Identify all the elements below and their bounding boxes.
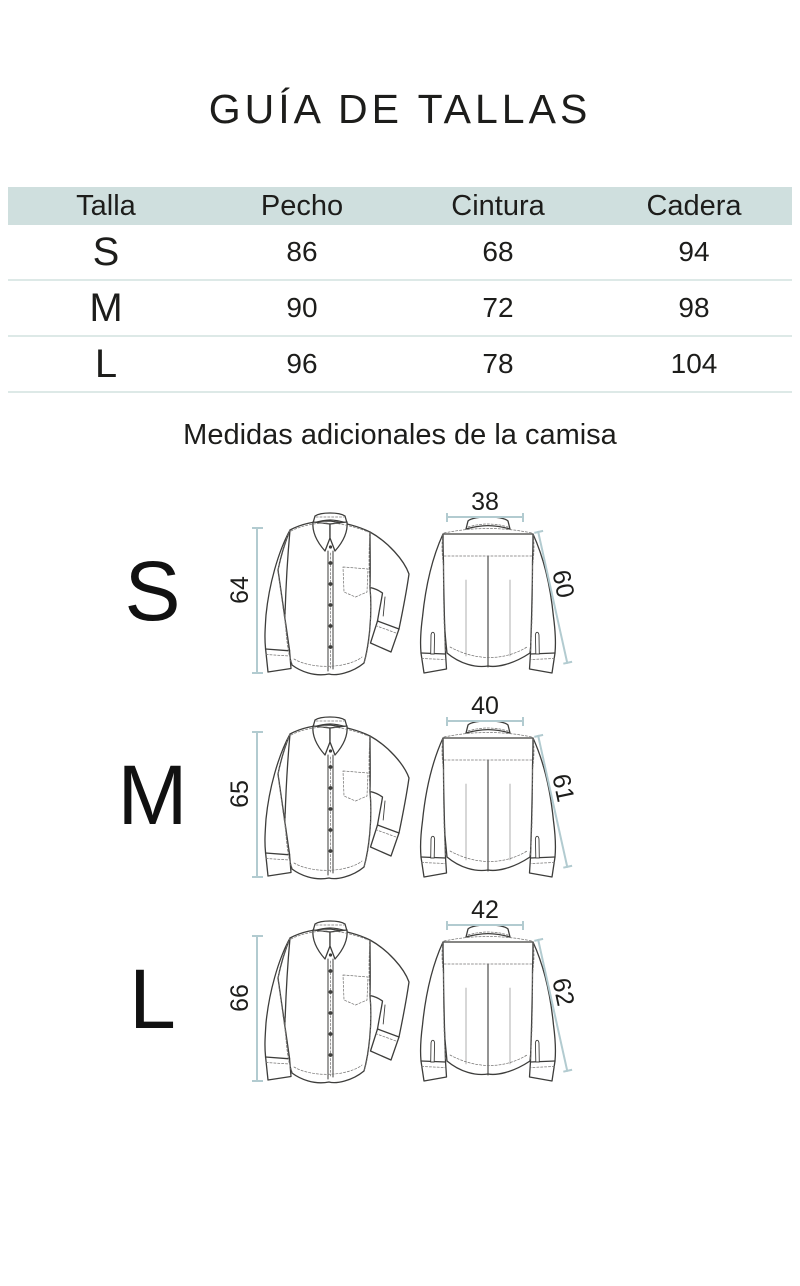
front-length-measure-line: [252, 935, 263, 1082]
size-diagram-l: L 66 42 62: [0, 894, 800, 1098]
size-diagram-s: S 64 38 60: [0, 486, 800, 690]
size-diagram-m: M 65 40 61: [0, 690, 800, 894]
cell-cadera: 98: [678, 292, 710, 323]
cell-cintura: 78: [482, 348, 514, 379]
front-length-measure-line: [252, 731, 263, 878]
cell-cintura: 72: [482, 292, 514, 323]
cell-cadera: 104: [670, 348, 718, 379]
cell-pecho: 96: [286, 348, 318, 379]
cell-cadera: 94: [678, 236, 710, 267]
shoulder-width-measure-line: [446, 921, 524, 930]
cell-pecho: 90: [286, 292, 318, 323]
sleeve-length-value: 62: [546, 975, 580, 1009]
sleeve-length-value: 61: [546, 771, 580, 805]
size-guide-page: GUÍA DE TALLAS Talla Pecho Cintura Cader…: [0, 86, 800, 1286]
section-subtitle: Medidas adicionales de la camisa: [183, 419, 617, 451]
table-row-l: L 96 78 104: [8, 337, 792, 393]
size-letter: S: [124, 544, 181, 638]
shirt-back-drawing: [419, 720, 557, 878]
front-length-value: 64: [226, 576, 254, 604]
size-table: Talla Pecho Cintura Cadera S 86 68 94 M …: [8, 187, 792, 393]
front-length-measure-line: [252, 527, 263, 674]
cell-cintura: 68: [482, 236, 514, 267]
cell-size: M: [89, 286, 123, 330]
size-letter: M: [117, 748, 188, 842]
shirt-back-drawing: [419, 516, 557, 674]
table-row-s: S 86 68 94: [8, 225, 792, 281]
shoulder-width-value: 42: [471, 896, 499, 924]
table-row-m: M 90 72 98: [8, 281, 792, 337]
front-length-value: 65: [226, 780, 254, 808]
size-letter: L: [129, 952, 176, 1046]
header-cell-cintura: Cintura: [451, 189, 545, 222]
cell-size: L: [94, 342, 118, 386]
front-length-value: 66: [226, 984, 254, 1012]
cell-pecho: 86: [286, 236, 318, 267]
header-cell-pecho: Pecho: [260, 189, 344, 222]
header-cell-cadera: Cadera: [646, 189, 742, 222]
shoulder-width-measure-line: [446, 717, 524, 726]
shoulder-width-measure-line: [446, 513, 524, 522]
shoulder-width-value: 38: [471, 488, 499, 516]
sleeve-length-value: 60: [546, 567, 580, 601]
table-header-row: Talla Pecho Cintura Cadera: [8, 187, 792, 225]
shoulder-width-value: 40: [471, 692, 499, 720]
shirt-measure-diagrams: S 64 38 60 M 65 40 61 L 66: [0, 486, 800, 1098]
header-cell-talla: Talla: [76, 189, 136, 222]
shirt-back-drawing: [419, 924, 557, 1082]
page-title: GUÍA DE TALLAS: [208, 86, 592, 132]
cell-size: S: [92, 230, 120, 274]
